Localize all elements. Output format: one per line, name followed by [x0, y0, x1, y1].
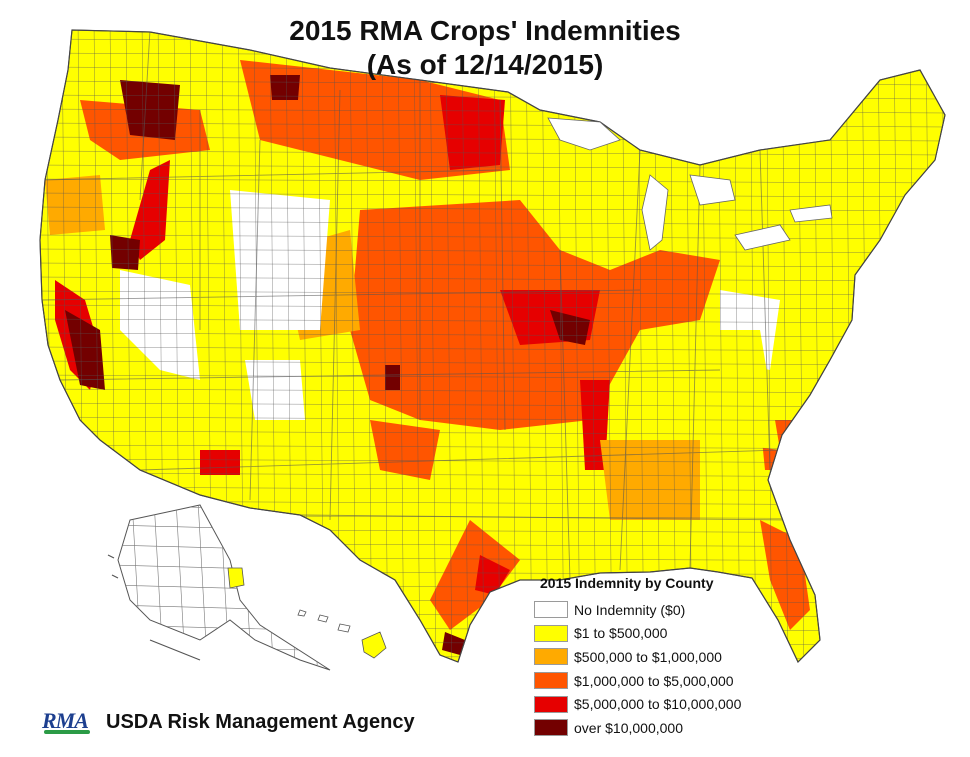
legend-swatch — [534, 624, 568, 642]
legend-swatch — [534, 601, 568, 619]
alaska-map — [107, 504, 331, 671]
montana-darkred — [270, 75, 300, 100]
klamath-darkred — [110, 235, 140, 270]
legend-item-1-500k: $1 to $500,000 — [534, 622, 784, 646]
legend-swatch — [534, 719, 568, 737]
map-title: 2015 RMA Crops' Indemnities (As of 12/14… — [0, 14, 970, 82]
hawaii-map — [297, 609, 387, 659]
kansas-darkred — [385, 365, 400, 390]
northern-plains-region — [240, 60, 510, 180]
legend-label: over $10,000,000 — [574, 719, 683, 736]
palouse-darkred-region — [120, 80, 180, 140]
missouri-darkred — [550, 310, 590, 345]
legend-label: $1 to $500,000 — [574, 625, 668, 642]
rma-logo-swoosh — [44, 730, 90, 734]
southeast-orange — [600, 440, 700, 520]
legend-swatch — [534, 695, 568, 713]
rma-logo: RMA — [42, 708, 94, 736]
legend-title: 2015 Indemnity by County — [540, 575, 714, 591]
conus-map — [39, 29, 946, 663]
oregon-coast-orange — [45, 175, 105, 235]
oklahoma-red — [370, 420, 440, 480]
dakota-red-region — [440, 95, 505, 170]
rma-logo-letters: RMA — [42, 708, 89, 733]
arizona-red — [200, 450, 240, 475]
nevada-utah-white — [230, 190, 330, 330]
title-line-1: 2015 RMA Crops' Indemnities — [289, 15, 681, 46]
legend-label: $5,000,000 to $10,000,000 — [574, 696, 742, 713]
legend-label: $1,000,000 to $5,000,000 — [574, 672, 734, 689]
state-boundaries — [40, 30, 791, 581]
agency-name: USDA Risk Management Agency — [106, 710, 415, 733]
title-line-2: (As of 12/14/2015) — [366, 49, 604, 80]
legend-swatch — [534, 672, 568, 690]
legend-swatch — [534, 648, 568, 666]
rio-grande-darkred — [442, 632, 465, 655]
legend-label: $500,000 to $1,000,000 — [574, 648, 722, 665]
legend-item-500k-1m: $500,000 to $1,000,000 — [534, 645, 784, 669]
legend-label: No Indemnity ($0) — [574, 601, 686, 618]
agency-footer: RMA USDA Risk Management Agency — [42, 708, 415, 736]
legend-item-over-10m: over $10,000,000 — [534, 716, 784, 740]
legend-item-1m-5m: $1,000,000 to $5,000,000 — [534, 669, 784, 693]
legend-item-5m-10m: $5,000,000 to $10,000,000 — [534, 692, 784, 716]
texas-gulf-region — [430, 520, 520, 630]
legend-item-no-indemnity: No Indemnity ($0) — [534, 598, 784, 622]
texas-gulf-red — [475, 555, 510, 595]
central-valley-darkred — [65, 310, 105, 390]
legend: 2015 Indemnity by County No Indemnity ($… — [534, 575, 784, 740]
great-lakes — [547, 117, 833, 251]
